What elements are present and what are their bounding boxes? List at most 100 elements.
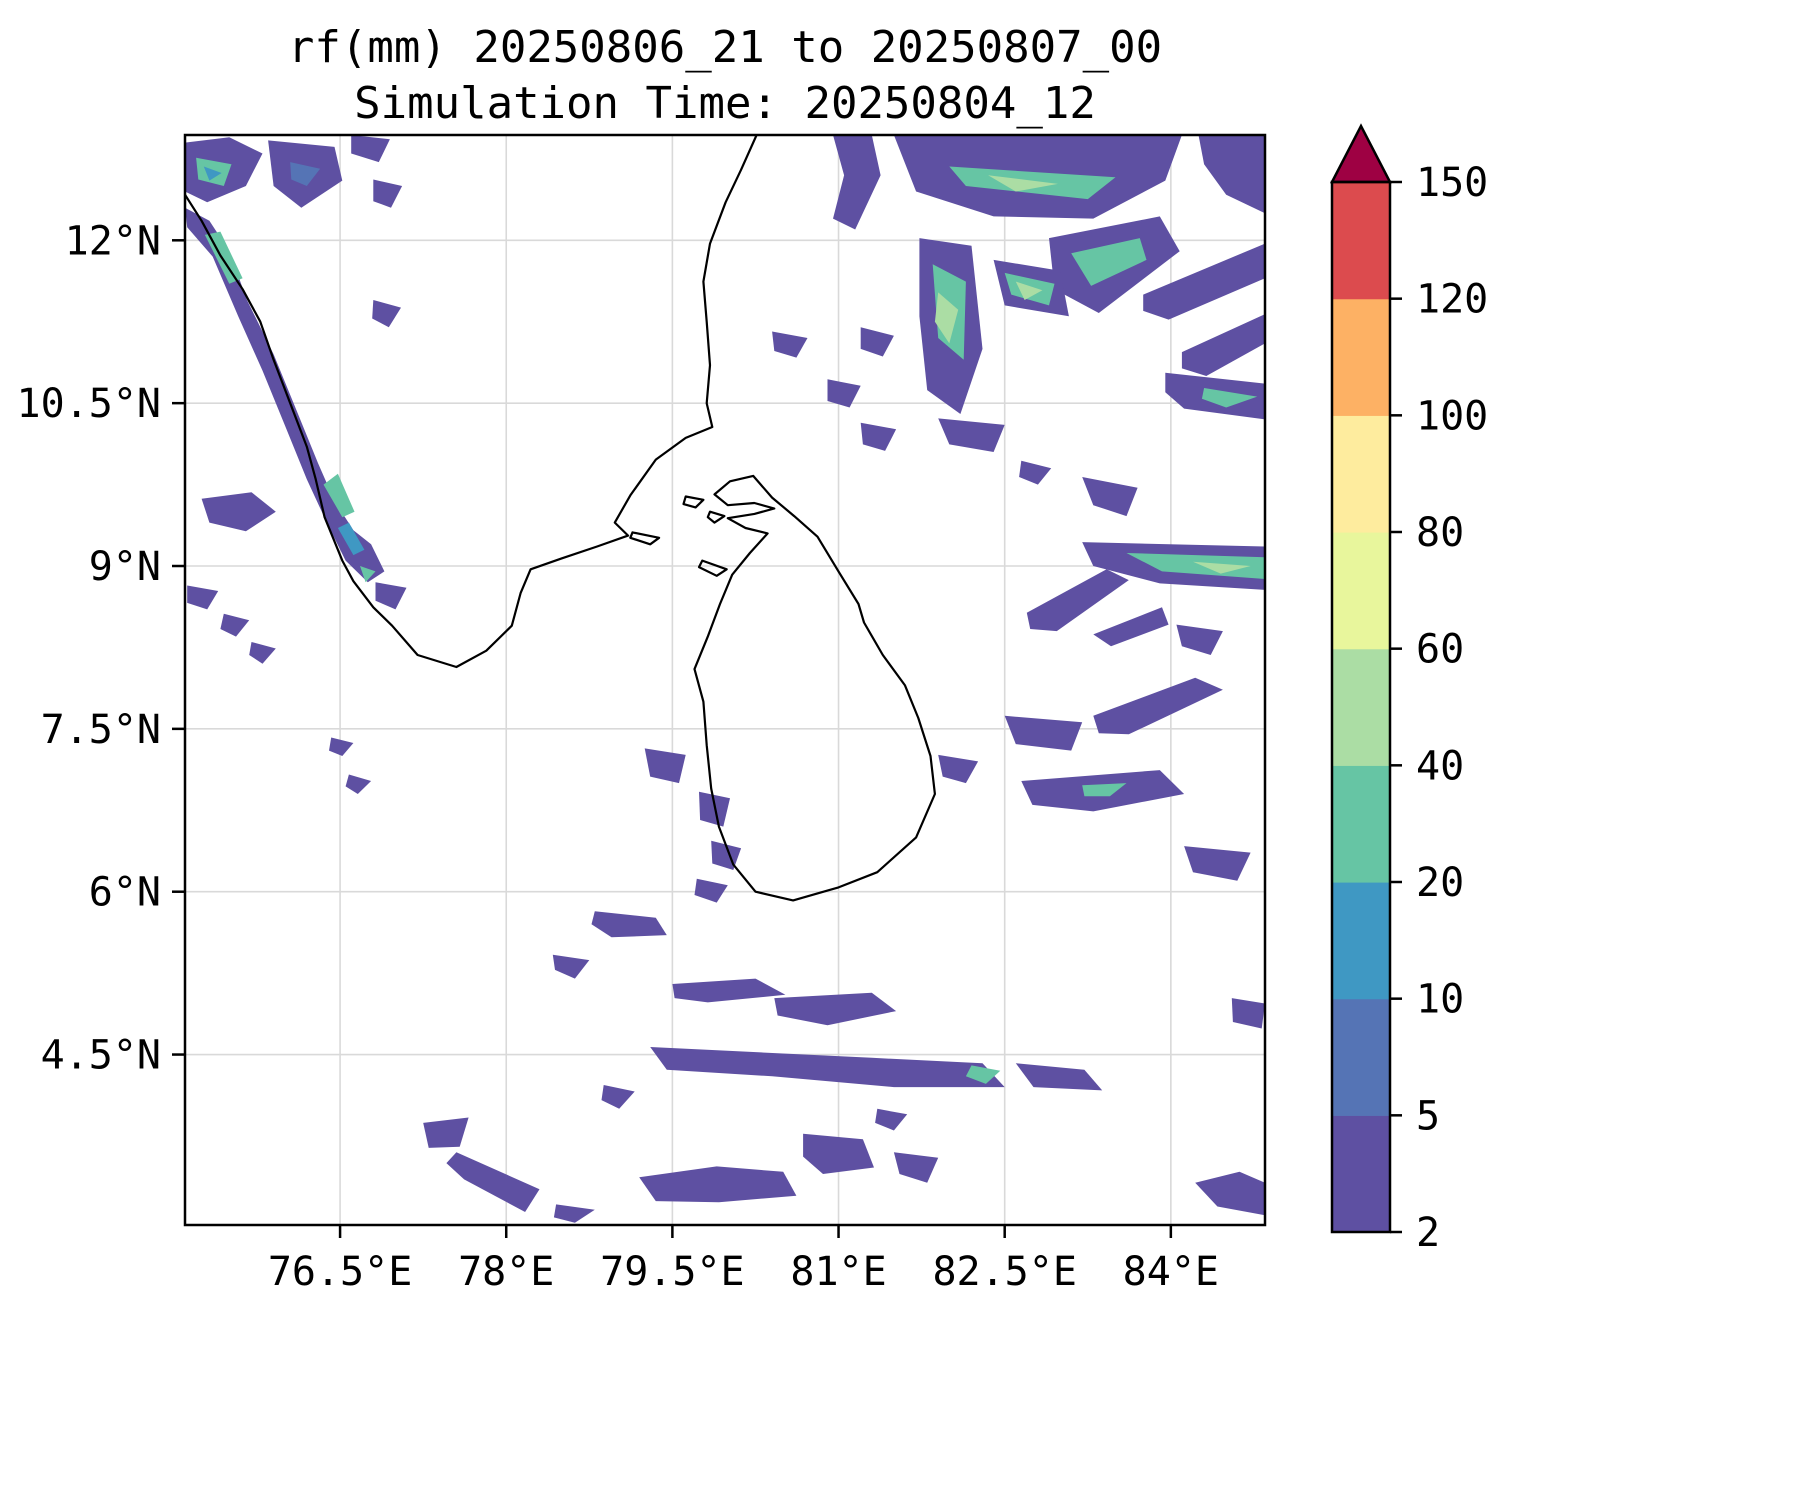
rain-region-band-0 xyxy=(672,978,786,1003)
colorbar-outline xyxy=(1330,180,1392,1234)
rain-region-band-0 xyxy=(644,748,686,784)
chart-title: rf(mm) 20250806_21 to 20250807_00 xyxy=(287,22,1163,73)
colorbar-segment xyxy=(1332,182,1390,300)
rain-region-band-0 xyxy=(860,422,897,451)
rain-region-band-0 xyxy=(833,135,881,230)
colorbar-segment xyxy=(1332,998,1390,1116)
rain-region-band-0 xyxy=(938,418,1005,452)
rain-region-band-0 xyxy=(220,613,250,637)
y-tick-label: 7.5°N xyxy=(41,707,161,753)
rain-region-band-3 xyxy=(965,1065,1001,1084)
rain-region-band-0 xyxy=(345,774,372,794)
coastline-india xyxy=(185,135,758,669)
rain-region-band-0 xyxy=(591,911,667,938)
rain-region-band-0 xyxy=(639,1166,797,1203)
rain-region-band-4 xyxy=(1015,281,1043,300)
rain-region-band-3 xyxy=(1071,238,1147,286)
rain-region-band-0 xyxy=(875,1108,908,1131)
coastline-pamban-island xyxy=(629,531,661,546)
x-tick-label: 76.5°E xyxy=(268,1249,413,1295)
x-tick-label: 82.5°E xyxy=(932,1249,1077,1295)
rain-region-band-0 xyxy=(893,1152,939,1183)
y-tick-label: 9°N xyxy=(89,544,161,590)
rain-region-band-4 xyxy=(1193,561,1251,574)
rain-region-band-0 xyxy=(373,179,403,208)
rainfall-contours xyxy=(185,135,1265,1223)
rain-region-band-0 xyxy=(1231,998,1265,1029)
rain-region-band-0 xyxy=(1184,846,1251,881)
colorbar-tick-label: 10 xyxy=(1416,977,1464,1023)
rain-region-band-0 xyxy=(375,582,407,610)
colorbar-tick-label: 150 xyxy=(1416,160,1488,206)
rain-region-band-0 xyxy=(329,737,354,756)
rain-region-band-3 xyxy=(360,566,376,583)
y-tick-label: 10.5°N xyxy=(17,381,162,427)
colorbar-tick-label: 60 xyxy=(1416,627,1464,673)
rain-region-band-0 xyxy=(650,1047,1005,1088)
coastline-jaffna-islet-2 xyxy=(706,510,726,524)
rain-region-band-0 xyxy=(1143,243,1265,320)
rain-region-band-0 xyxy=(185,207,385,583)
chart-subtitle: Simulation Time: 20250804_12 xyxy=(354,78,1096,129)
coastline-jaffna-islet-1 xyxy=(682,495,705,509)
rain-region-band-0 xyxy=(1082,477,1138,517)
colorbar-tick-label: 40 xyxy=(1416,743,1464,789)
rain-region-band-0 xyxy=(1026,569,1129,632)
rain-region-band-0 xyxy=(1019,460,1052,485)
rain-region-band-0 xyxy=(1181,314,1265,376)
colorbar-segment xyxy=(1332,1115,1390,1233)
rain-region-band-0 xyxy=(1004,715,1083,751)
rain-region-band-3 xyxy=(1082,783,1127,797)
rain-region-band-2 xyxy=(203,166,222,181)
rain-region-band-0 xyxy=(772,331,808,358)
rain-region-band-2 xyxy=(337,522,365,556)
rain-region-band-0 xyxy=(249,642,276,664)
colorbar-tick-label: 80 xyxy=(1416,510,1464,556)
colorbar-segment xyxy=(1332,415,1390,533)
colorbar-segment xyxy=(1332,765,1390,883)
rain-region-band-0 xyxy=(187,585,219,610)
colorbar-segment xyxy=(1332,882,1390,1000)
rain-region-band-0 xyxy=(601,1085,635,1109)
colorbar-segment xyxy=(1332,532,1390,650)
rain-region-band-0 xyxy=(446,1152,540,1212)
rain-region-band-0 xyxy=(774,992,897,1026)
colorbar-tick-label: 5 xyxy=(1416,1093,1440,1139)
x-tick-label: 79.5°E xyxy=(600,1249,745,1295)
coastline-sri-lanka xyxy=(693,474,936,902)
rain-region-band-0 xyxy=(201,492,276,532)
rain-region-band-0 xyxy=(1093,677,1223,735)
colorbar-segment xyxy=(1332,298,1390,416)
rain-region-band-0 xyxy=(860,327,894,357)
rain-region-band-3 xyxy=(1126,553,1265,579)
colorbar-segment xyxy=(1332,648,1390,766)
x-tick-label: 84°E xyxy=(1123,1249,1219,1295)
rain-region-band-0 xyxy=(1015,1063,1103,1091)
rain-region-band-4 xyxy=(988,175,1058,192)
colorbar: 2 5 10 20 40 60 80 100 120 150 xyxy=(1329,123,1488,1256)
plot-border xyxy=(183,133,1267,1227)
rain-region-band-0 xyxy=(1093,607,1169,647)
y-tick-label: 4.5°N xyxy=(41,1033,161,1079)
rain-region-band-0 xyxy=(1176,624,1223,655)
rain-region-band-0 xyxy=(1198,135,1265,214)
x-tick-label: 78°E xyxy=(458,1249,554,1295)
x-tick-label: 81°E xyxy=(790,1249,886,1295)
y-tick-label: 12°N xyxy=(65,218,161,264)
coastline-mannar-island xyxy=(697,559,728,577)
rain-region-band-0 xyxy=(553,1204,595,1223)
plot-background xyxy=(185,135,1265,1225)
colorbar-tick-label: 120 xyxy=(1416,277,1488,323)
rain-region-band-1 xyxy=(290,162,321,186)
rain-region-band-4 xyxy=(934,292,959,344)
rain-region-band-0 xyxy=(803,1133,874,1174)
colorbar-tick-label: 100 xyxy=(1416,393,1488,439)
colorbar-tick-label: 2 xyxy=(1416,1210,1440,1256)
rain-region-band-0 xyxy=(938,754,979,784)
rain-region-band-0 xyxy=(1195,1171,1265,1216)
rain-region-band-3 xyxy=(1201,388,1258,408)
rain-region-band-0 xyxy=(552,954,590,979)
colorbar-tick-label: 20 xyxy=(1416,860,1464,906)
